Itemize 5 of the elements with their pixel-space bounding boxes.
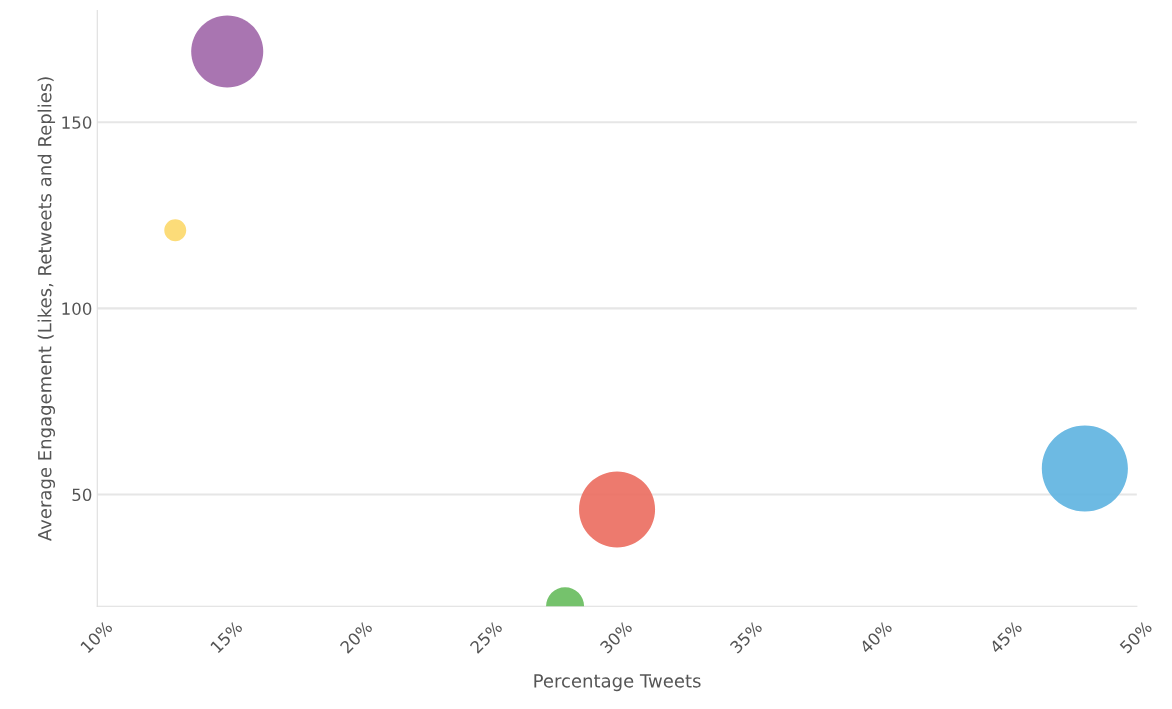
y-tick-label: 50 xyxy=(72,488,92,502)
x-axis-title: Percentage Tweets xyxy=(534,674,701,692)
y-axis-title: Average Engagement (Likes, Retweets and Replies) xyxy=(37,77,56,541)
y-tick-label: 150 xyxy=(62,116,92,129)
y-tick-label: 100 xyxy=(62,302,92,315)
